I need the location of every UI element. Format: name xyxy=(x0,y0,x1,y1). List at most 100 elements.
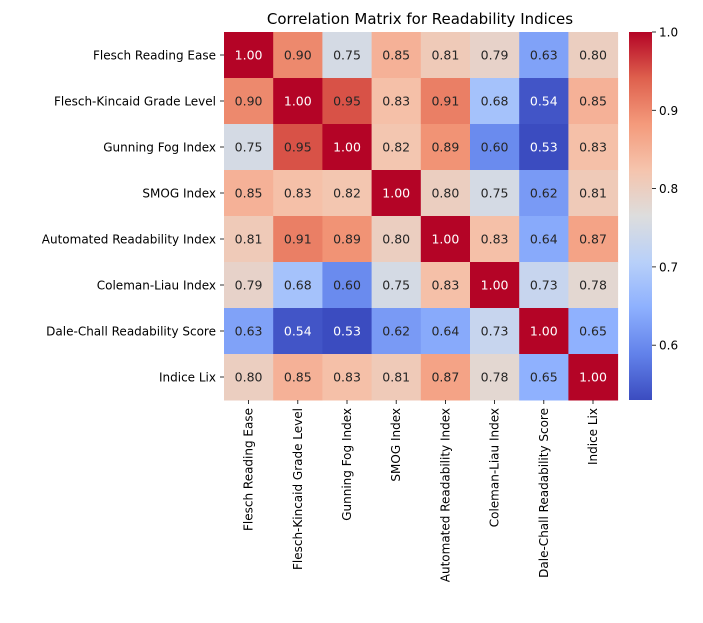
heatmap-cell xyxy=(371,124,422,171)
cell-value-label: 0.81 xyxy=(235,232,263,247)
heatmap-cell xyxy=(519,32,569,79)
cell-value-label: 0.83 xyxy=(481,232,509,247)
cell-value-label: 0.83 xyxy=(382,94,410,109)
heatmap-cell xyxy=(420,308,471,355)
heatmap-cell xyxy=(420,262,471,309)
cell-value-label: 0.73 xyxy=(530,278,558,293)
cell-value-label: 0.65 xyxy=(530,370,558,385)
cell-value-label: 0.75 xyxy=(235,140,263,155)
cell-value-label: 1.00 xyxy=(235,48,263,63)
colorbar-tick-label: 0.9 xyxy=(659,104,678,118)
y-tick-label: Indice Lix xyxy=(159,371,216,385)
heatmap-cell xyxy=(371,170,422,217)
heatmap-cell xyxy=(470,124,520,171)
y-tick-label: Coleman-Liau Index xyxy=(97,279,216,293)
cell-value-label: 0.60 xyxy=(481,140,509,155)
cell-value-label: 0.54 xyxy=(530,94,558,109)
heatmap-cell xyxy=(224,262,274,309)
heatmap-cell xyxy=(273,124,323,171)
heatmap-cell xyxy=(519,124,569,171)
cell-value-label: 0.95 xyxy=(333,94,361,109)
heatmap-cell xyxy=(273,216,323,263)
heatmap-cell xyxy=(224,32,274,79)
cell-value-label: 0.78 xyxy=(579,278,607,293)
heatmap-cell xyxy=(568,216,619,263)
cell-value-label: 0.53 xyxy=(333,324,361,339)
cell-value-label: 1.00 xyxy=(481,278,509,293)
cell-value-label: 1.00 xyxy=(333,140,361,155)
cell-value-label: 0.91 xyxy=(431,94,459,109)
cell-value-label: 0.85 xyxy=(284,370,312,385)
heatmap-cell xyxy=(420,124,471,171)
heatmap-cell xyxy=(568,170,619,217)
y-tick-label: Dale-Chall Readability Score xyxy=(46,325,216,339)
cell-value-label: 0.82 xyxy=(382,140,410,155)
cell-value-label: 1.00 xyxy=(431,232,459,247)
x-tick-label: Gunning Fog Index xyxy=(340,408,354,521)
cell-value-label: 0.81 xyxy=(382,370,410,385)
cell-value-label: 0.64 xyxy=(431,324,459,339)
cell-value-label: 1.00 xyxy=(530,324,558,339)
heatmap-cell xyxy=(519,354,569,401)
x-tick-label: Flesch-Kincaid Grade Level xyxy=(291,408,305,570)
colorbar-tick-label: 0.8 xyxy=(659,182,678,196)
colorbar-ticks: 0.6 0.7 0.8 0.9 1.0 xyxy=(652,26,678,353)
heatmap-cell xyxy=(470,216,520,263)
cell-value-label: 0.91 xyxy=(284,232,312,247)
x-tick-label: SMOG Index xyxy=(389,408,403,482)
heatmap-cell xyxy=(420,170,471,217)
cell-value-label: 0.89 xyxy=(333,232,361,247)
cell-value-label: 1.00 xyxy=(382,186,410,201)
cell-value-label: 0.63 xyxy=(530,48,558,63)
heatmap-cell xyxy=(322,124,373,171)
heatmap-cell xyxy=(568,354,619,401)
cell-value-label: 0.90 xyxy=(235,94,263,109)
heatmap-cell xyxy=(568,32,619,79)
cell-value-label: 0.80 xyxy=(579,48,607,63)
heatmap-cell xyxy=(420,32,471,79)
heatmap-cell xyxy=(322,32,373,79)
cell-value-label: 0.81 xyxy=(431,48,459,63)
heatmap-cell xyxy=(470,78,520,125)
cell-value-label: 0.95 xyxy=(284,140,312,155)
x-tick-label: Automated Readability Index xyxy=(438,408,452,582)
cell-value-label: 0.62 xyxy=(530,186,558,201)
x-tick-label: Indice Lix xyxy=(586,408,600,465)
heatmap-cell xyxy=(519,262,569,309)
cell-value-label: 0.75 xyxy=(382,278,410,293)
cell-value-label: 0.83 xyxy=(579,140,607,155)
heatmap-cell xyxy=(322,262,373,309)
heatmap-cell xyxy=(371,78,422,125)
cell-value-label: 0.65 xyxy=(579,324,607,339)
heatmap-cell xyxy=(273,262,323,309)
cell-value-label: 0.89 xyxy=(431,140,459,155)
cell-value-label: 0.81 xyxy=(579,186,607,201)
heatmap-cell xyxy=(322,216,373,263)
heatmap-cell xyxy=(273,32,323,79)
heatmap-cell xyxy=(420,354,471,401)
heatmap-cell xyxy=(273,78,323,125)
cell-value-label: 0.78 xyxy=(481,370,509,385)
cell-value-label: 0.75 xyxy=(333,48,361,63)
heatmap-cell xyxy=(273,308,323,355)
cell-value-label: 0.87 xyxy=(579,232,607,247)
heatmap-cell xyxy=(273,354,323,401)
cell-value-label: 0.80 xyxy=(382,232,410,247)
heatmap-cell xyxy=(273,170,323,217)
x-tick-label: Coleman-Liau Index xyxy=(488,408,502,527)
colorbar-tick-label: 0.7 xyxy=(659,260,678,274)
heatmap-cell xyxy=(420,78,471,125)
colorbar-tick-label: 0.6 xyxy=(659,339,678,353)
cell-value-label: 0.63 xyxy=(235,324,263,339)
y-tick-label: Automated Readability Index xyxy=(42,233,216,247)
heatmap-cell xyxy=(519,78,569,125)
cell-value-label: 0.83 xyxy=(431,278,459,293)
cell-value-label: 1.00 xyxy=(284,94,312,109)
y-axis-labels: Flesch Reading Ease Flesch-Kincaid Grade … xyxy=(42,49,224,385)
heatmap-cell xyxy=(322,354,373,401)
cell-value-label: 0.60 xyxy=(333,278,361,293)
cell-value-label: 0.53 xyxy=(530,140,558,155)
heatmap-cell xyxy=(224,78,274,125)
heatmap-cell xyxy=(322,308,373,355)
